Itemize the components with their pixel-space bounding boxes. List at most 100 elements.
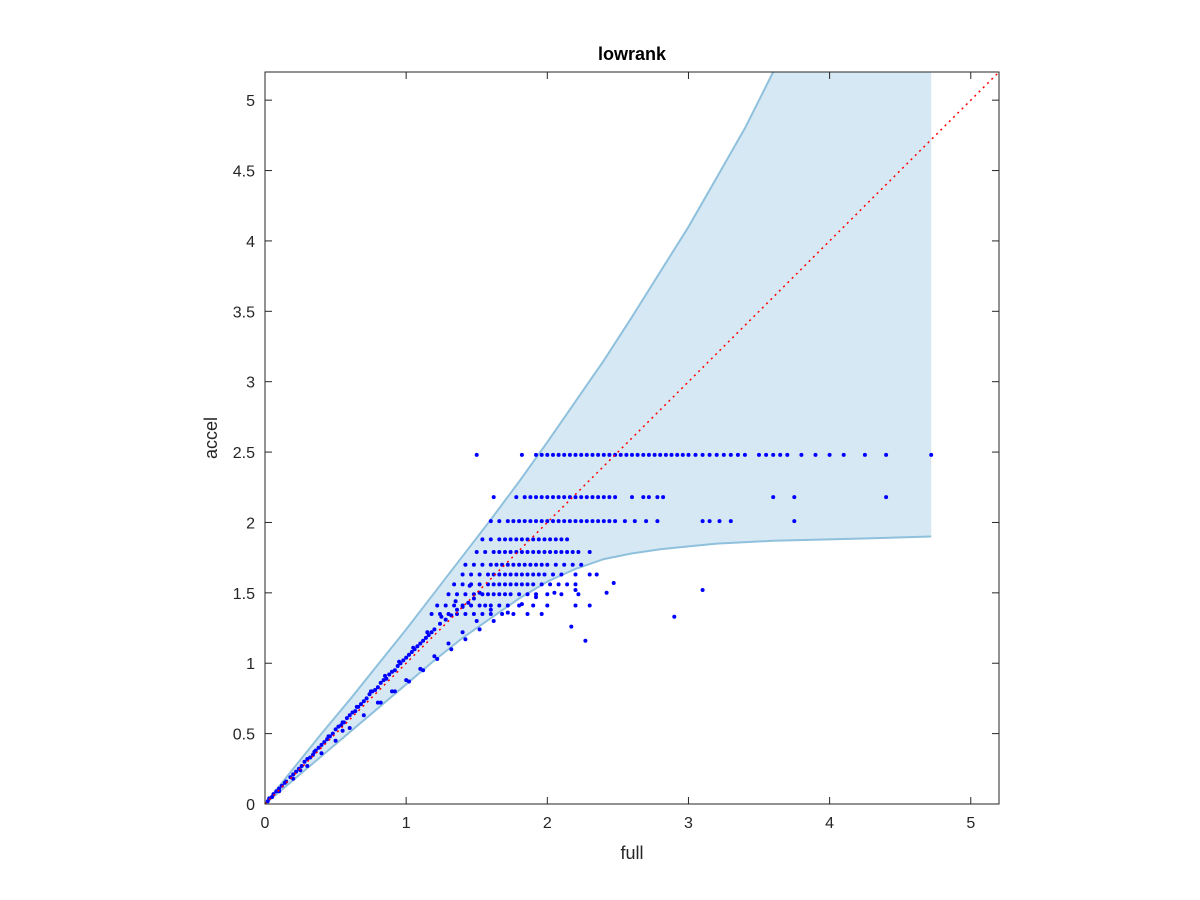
data-point	[531, 603, 536, 608]
data-point	[553, 562, 558, 567]
data-point	[443, 603, 448, 608]
data-point	[519, 550, 524, 554]
data-point	[368, 689, 373, 694]
data-point	[438, 621, 442, 626]
data-point	[517, 592, 522, 597]
data-point	[463, 592, 468, 597]
data-point	[446, 641, 451, 646]
data-point	[418, 641, 423, 646]
data-point	[556, 452, 561, 457]
data-point	[551, 519, 555, 524]
data-point	[714, 452, 719, 457]
confidence-band	[265, 72, 932, 804]
data-point	[596, 519, 601, 524]
data-point	[443, 617, 448, 622]
data-point	[463, 562, 468, 567]
data-point	[590, 519, 595, 524]
data-point	[477, 627, 482, 632]
data-point	[474, 550, 479, 554]
data-point	[463, 637, 468, 642]
data-point	[536, 572, 541, 577]
band-lower-edge	[264, 535, 932, 805]
data-point	[477, 572, 482, 577]
data-point	[522, 562, 527, 567]
data-point	[707, 519, 712, 524]
data-point	[536, 537, 541, 542]
data-point	[539, 562, 544, 567]
data-point	[545, 592, 550, 597]
data-point	[525, 592, 530, 597]
data-point	[488, 603, 493, 608]
data-point	[545, 562, 550, 567]
data-point	[862, 452, 867, 457]
data-point	[375, 685, 380, 690]
data-point	[757, 452, 761, 457]
data-point	[455, 607, 459, 612]
data-point	[392, 689, 397, 694]
data-point	[771, 452, 776, 457]
data-point	[503, 592, 507, 597]
data-point	[573, 572, 578, 577]
data-point	[542, 572, 547, 577]
data-point	[536, 550, 541, 554]
data-point	[435, 657, 440, 661]
data-point	[460, 630, 465, 635]
data-point	[449, 647, 454, 652]
data-point	[486, 572, 490, 577]
data-point	[573, 582, 578, 587]
data-point	[559, 537, 564, 542]
data-point	[340, 728, 345, 733]
data-point	[477, 603, 482, 608]
data-point	[294, 769, 299, 774]
data-point	[316, 745, 321, 750]
data-point	[565, 550, 570, 554]
data-point	[661, 495, 666, 500]
data-point	[460, 572, 465, 577]
data-point	[494, 562, 499, 567]
y-axis-ticks: 0 0.5 1 1.5 2 2.5 3 3.5 4 4.5 5	[233, 93, 999, 814]
data-point	[551, 495, 555, 500]
data-point	[409, 650, 414, 654]
data-point	[579, 519, 584, 524]
data-point	[618, 452, 623, 457]
data-point	[799, 452, 804, 457]
data-point	[579, 562, 584, 567]
data-point	[545, 452, 550, 457]
data-point	[471, 562, 476, 567]
data-point	[421, 668, 426, 673]
data-point	[601, 452, 606, 457]
data-point	[474, 452, 479, 457]
data-point	[364, 696, 369, 701]
data-point	[655, 519, 660, 524]
y-tick-label: 4.5	[233, 164, 255, 181]
data-point	[534, 595, 538, 600]
data-point	[378, 680, 383, 685]
data-point	[663, 452, 668, 457]
data-point	[534, 452, 538, 457]
data-point	[792, 519, 797, 524]
y-tick-label: 2	[246, 515, 255, 532]
data-point	[497, 537, 502, 542]
data-point	[471, 596, 476, 601]
data-point	[491, 495, 496, 500]
data-point	[559, 550, 564, 554]
data-point	[565, 537, 570, 542]
data-point	[361, 699, 366, 704]
data-point	[411, 645, 416, 650]
data-point	[584, 452, 589, 457]
data-point	[435, 603, 440, 608]
data-point	[503, 572, 507, 577]
data-point	[497, 519, 502, 524]
data-point	[474, 619, 479, 623]
data-point	[584, 495, 589, 500]
data-point	[347, 713, 352, 718]
data-point	[576, 592, 581, 597]
data-point	[407, 679, 411, 684]
data-point	[460, 582, 465, 587]
data-point	[525, 572, 530, 577]
data-point	[556, 519, 561, 524]
x-tick-label: 5	[966, 815, 975, 832]
data-point	[525, 612, 530, 616]
y-tick-label: 1.5	[233, 586, 255, 603]
data-point	[508, 550, 513, 554]
